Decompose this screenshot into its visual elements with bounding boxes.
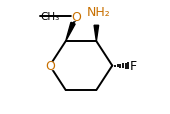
Bar [72, 13, 80, 21]
Text: O: O [45, 60, 55, 73]
Text: O: O [71, 11, 81, 23]
Text: F: F [130, 60, 137, 73]
Text: NH₂: NH₂ [87, 5, 110, 18]
Polygon shape [66, 23, 75, 42]
Polygon shape [94, 26, 99, 42]
Bar [46, 62, 54, 70]
Text: CH₃: CH₃ [41, 12, 60, 22]
